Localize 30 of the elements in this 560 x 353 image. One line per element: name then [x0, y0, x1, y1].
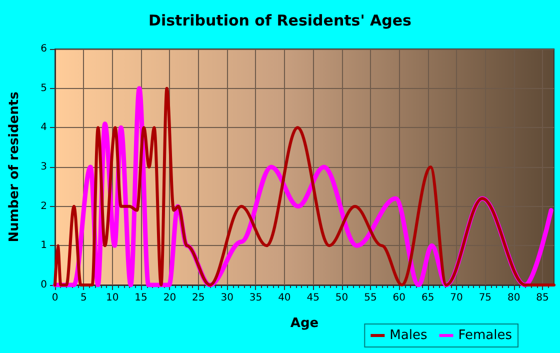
- x-tick-label: 45: [306, 292, 320, 304]
- x-tick-label: 40: [278, 292, 291, 304]
- y-tick-label: 5: [40, 82, 47, 94]
- x-tick-label: 20: [163, 292, 176, 304]
- x-tick-label: 55: [364, 292, 377, 304]
- x-axis-title: Age: [290, 316, 319, 331]
- x-tick-label: 70: [450, 292, 463, 304]
- legend-label: Females: [458, 328, 512, 343]
- y-tick-label: 6: [40, 44, 47, 54]
- y-tick-label: 4: [40, 122, 47, 134]
- y-tick-label: 0: [40, 280, 47, 290]
- y-axis-title: Number of residents: [7, 91, 22, 242]
- x-tick-label: 35: [249, 292, 262, 304]
- x-tick-label: 0: [52, 292, 58, 304]
- chart-title: Distribution of Residents' Ages: [148, 12, 412, 30]
- y-tick-label: 3: [40, 162, 47, 172]
- x-tick-label: 25: [192, 292, 205, 304]
- x-tick-label: 75: [478, 292, 492, 304]
- y-tick-label: 2: [40, 200, 47, 212]
- x-tick-label: 60: [392, 292, 406, 304]
- x-tick-label: 85: [536, 292, 549, 304]
- x-tick-label: 30: [220, 292, 234, 304]
- x-tick-label: 5: [80, 292, 87, 304]
- y-tick-label: 1: [40, 240, 47, 252]
- legend-label: Males: [390, 328, 428, 343]
- x-tick-label: 80: [507, 292, 520, 304]
- x-tick-label: 15: [134, 292, 148, 304]
- x-tick-label: 50: [335, 292, 348, 304]
- x-tick-label: 10: [106, 292, 119, 304]
- x-tick-label: 65: [421, 292, 434, 304]
